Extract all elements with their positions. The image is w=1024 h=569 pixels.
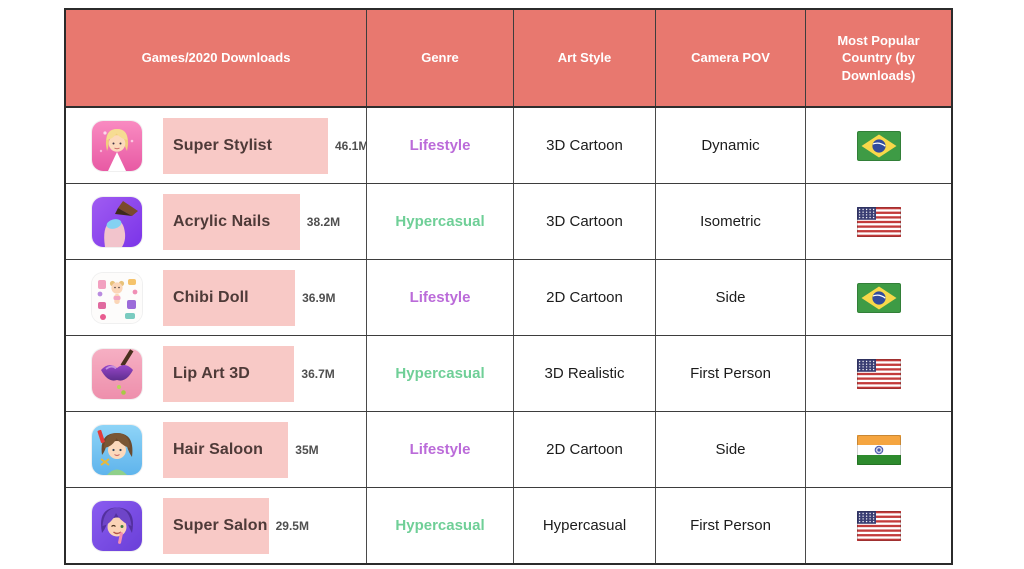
art-style-label: 2D Cartoon (546, 441, 623, 458)
game-name: Hair Saloon (173, 440, 264, 458)
art-style-label: Hypercasual (542, 517, 627, 534)
column-header-camera-pov: Camera POV (656, 10, 806, 106)
game-cell: Lip Art 3D 36.7M (66, 336, 367, 411)
downloads-bar: Acrylic Nails (163, 193, 300, 250)
camera-pov-label: Isometric (700, 213, 761, 230)
column-header-popular-country: Most Popular Country (by Downloads) (806, 10, 951, 106)
acrylic-nails-app-icon (92, 196, 142, 247)
genre-label: Hypercasual (395, 517, 485, 534)
camera-pov-label: Side (715, 289, 746, 306)
table-row: Chibi Doll 36.9M Lifestyle 2D Cartoon Si… (66, 260, 951, 336)
downloads-value: 29.5M (275, 518, 309, 533)
camera-pov-label: First Person (690, 365, 771, 382)
downloads-bar: Hair Saloon (163, 421, 289, 478)
table-body: Super Stylist 46.1M Lifestyle 3D Cartoon… (66, 108, 951, 563)
table-row: Acrylic Nails 38.2M Hypercasual 3D Carto… (66, 184, 951, 260)
genre-label: Lifestyle (409, 441, 471, 458)
genre-cell: Hypercasual (367, 184, 514, 259)
camera-pov-cell: Side (656, 412, 806, 487)
brazil-flag-icon (856, 130, 901, 161)
country-cell (806, 336, 951, 411)
super-stylist-app-icon (92, 120, 142, 171)
downloads-value: 38.2M (306, 214, 341, 229)
game-name: Chibi Doll (173, 288, 249, 306)
art-style-cell: 2D Cartoon (514, 260, 656, 335)
genre-label: Hypercasual (395, 213, 485, 230)
downloads-value: 36.9M (302, 290, 336, 305)
downloads-bar: Super Stylist (163, 117, 328, 174)
hair-saloon-app-icon (92, 424, 142, 475)
super-salon-app-icon (92, 500, 142, 551)
table-row: Lip Art 3D 36.7M Hypercasual 3D Realisti… (66, 336, 951, 412)
genre-cell: Hypercasual (367, 488, 514, 563)
country-cell (806, 108, 951, 183)
genre-cell: Lifestyle (367, 412, 514, 487)
camera-pov-cell: First Person (656, 336, 806, 411)
camera-pov-label: Dynamic (701, 137, 760, 154)
art-style-cell: 3D Realistic (514, 336, 656, 411)
game-cell: Hair Saloon 35M (66, 412, 367, 487)
genre-cell: Lifestyle (367, 108, 514, 183)
country-cell (806, 488, 951, 563)
game-name: Acrylic Nails (173, 212, 271, 230)
brazil-flag-icon (856, 282, 901, 313)
downloads-value: 35M (295, 442, 319, 457)
camera-pov-cell: Isometric (656, 184, 806, 259)
lip-art-3d-app-icon (92, 348, 142, 399)
game-cell: Super Stylist 46.1M (66, 108, 367, 183)
country-cell (806, 184, 951, 259)
column-header-art-style: Art Style (514, 10, 656, 106)
game-cell: Super Salon 29.5M (66, 488, 367, 563)
table-row: Super Stylist 46.1M Lifestyle 3D Cartoon… (66, 108, 951, 184)
camera-pov-label: Side (715, 441, 746, 458)
game-cell: Acrylic Nails 38.2M (66, 184, 367, 259)
game-name: Lip Art 3D (173, 364, 250, 382)
art-style-cell: 3D Cartoon (514, 108, 656, 183)
art-style-label: 3D Cartoon (546, 137, 623, 154)
downloads-value: 46.1M (335, 138, 367, 153)
chibi-doll-app-icon (92, 272, 142, 323)
united-states-flag-icon (856, 206, 901, 237)
country-cell (806, 260, 951, 335)
genre-label: Lifestyle (409, 289, 471, 306)
games-comparison-table: Games/2020 Downloads Genre Art Style Cam… (64, 8, 953, 565)
camera-pov-cell: Dynamic (656, 108, 806, 183)
art-style-cell: Hypercasual (514, 488, 656, 563)
art-style-label: 3D Realistic (544, 365, 625, 382)
column-header-games-downloads: Games/2020 Downloads (66, 10, 367, 106)
table-row: Super Salon 29.5M Hypercasual Hypercasua… (66, 488, 951, 563)
genre-cell: Hypercasual (367, 336, 514, 411)
game-name: Super Salon (173, 516, 268, 534)
united-states-flag-icon (856, 510, 901, 541)
game-cell: Chibi Doll 36.9M (66, 260, 367, 335)
camera-pov-cell: Side (656, 260, 806, 335)
united-states-flag-icon (856, 358, 901, 389)
art-style-label: 2D Cartoon (546, 289, 623, 306)
art-style-cell: 2D Cartoon (514, 412, 656, 487)
camera-pov-cell: First Person (656, 488, 806, 563)
downloads-bar: Super Salon (163, 497, 269, 554)
art-style-cell: 3D Cartoon (514, 184, 656, 259)
genre-label: Lifestyle (409, 137, 471, 154)
game-name: Super Stylist (173, 136, 273, 154)
country-cell (806, 412, 951, 487)
genre-label: Hypercasual (395, 365, 485, 382)
downloads-bar: Lip Art 3D (163, 345, 295, 402)
camera-pov-label: First Person (690, 517, 771, 534)
india-flag-icon (856, 434, 901, 465)
downloads-bar: Chibi Doll (163, 269, 296, 326)
art-style-label: 3D Cartoon (546, 213, 623, 230)
table-header-row: Games/2020 Downloads Genre Art Style Cam… (66, 10, 951, 108)
table-row: Hair Saloon 35M Lifestyle 2D Cartoon Sid… (66, 412, 951, 488)
downloads-value: 36.7M (301, 366, 335, 381)
column-header-genre: Genre (367, 10, 514, 106)
genre-cell: Lifestyle (367, 260, 514, 335)
